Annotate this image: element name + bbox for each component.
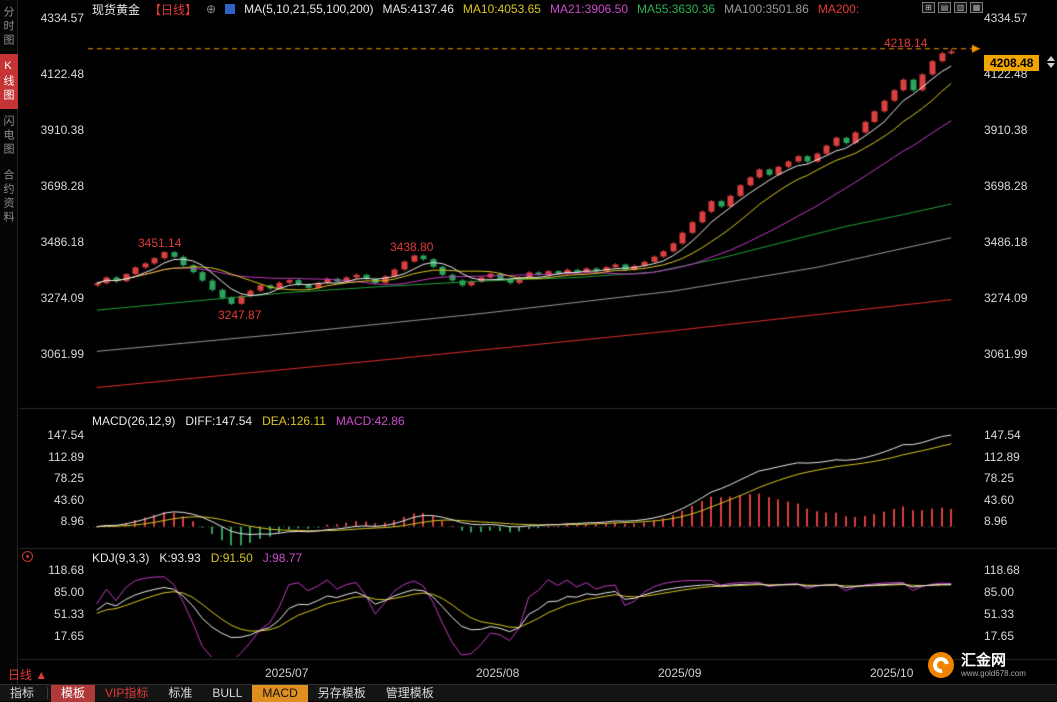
- macd-axis-label: 78.25: [53, 471, 84, 485]
- macd-hist-value: MACD:42.86: [335, 414, 405, 428]
- toolbar-template-button[interactable]: 模板: [51, 684, 96, 702]
- macd-axis-label: 8.96: [60, 514, 84, 528]
- ma21-value: MA21:3906.50: [549, 2, 629, 16]
- add-indicator-icon[interactable]: ⊕: [206, 2, 217, 16]
- toolbar-divider: [47, 687, 49, 699]
- macd-axis-label: 43.60: [984, 493, 1015, 507]
- price-axis-label: 3698.28: [984, 179, 1028, 193]
- layout-cols-icon[interactable]: ▥: [954, 2, 967, 13]
- macd-title: MACD(26,12,9): [92, 414, 176, 428]
- toolbar-indicators-button[interactable]: 指标: [10, 685, 35, 700]
- left-sidebar: 分时图 K线图 闪电图 合约资料: [0, 0, 18, 701]
- kdj-d-value: D:91.50: [210, 551, 253, 565]
- price-axis-label: 4122.48: [40, 67, 84, 81]
- sidebar-tab-contract-info[interactable]: 合约资料: [2, 169, 14, 225]
- kdj-axis-label: 118.68: [984, 563, 1020, 577]
- layout-quad-icon[interactable]: ▦: [970, 2, 983, 13]
- period-label: 日线: [8, 668, 33, 682]
- macd-axis-label: 112.89: [48, 450, 84, 464]
- price-axis-label: 3486.18: [40, 235, 84, 249]
- macd-axis-label: 112.89: [984, 450, 1020, 464]
- logo-url: www.gold678.com: [961, 668, 1026, 678]
- macd-axis-label: 8.96: [984, 514, 1008, 528]
- price-axis-label: 3910.38: [984, 123, 1028, 137]
- layout-grid-icon[interactable]: ⊞: [922, 2, 935, 13]
- ma200-value: MA200:: [817, 2, 860, 16]
- indicator-badge-icon[interactable]: [225, 4, 236, 14]
- arrow-up-icon[interactable]: [1047, 56, 1055, 61]
- macd-axis-label: 43.60: [53, 493, 84, 507]
- logo-icon: [928, 652, 954, 678]
- kdj-axis-label: 118.68: [48, 563, 84, 577]
- kdj-axis-label: 51.33: [984, 607, 1015, 621]
- price-axis-label: 3274.09: [984, 291, 1028, 305]
- price-axis-label: 3486.18: [984, 235, 1028, 249]
- kdj-title: KDJ(9,3,3): [92, 551, 150, 565]
- macd-diff-value: DIFF:147.54: [185, 414, 253, 428]
- swing-low-annotation: 3247.87: [218, 308, 262, 322]
- kdj-axis-label: 85.00: [984, 585, 1015, 599]
- last-price-tag: 4208.48: [984, 55, 1040, 71]
- ma-params-label: MA(5,10,21,55,100,200): [244, 2, 374, 16]
- x-axis-label: 2025/09: [658, 666, 702, 680]
- price-axis-label: 4334.57: [984, 11, 1028, 25]
- site-logo: 汇金网 www.gold678.com: [928, 652, 1026, 678]
- kdj-axis-label: 17.65: [984, 629, 1015, 643]
- toolbar-macd-button[interactable]: MACD: [252, 684, 308, 702]
- toolbar-save-template-button[interactable]: 另存模板: [317, 685, 366, 700]
- toolbar-bull-button[interactable]: BULL: [212, 685, 243, 700]
- kdj-header: KDJ(9,3,3) K:93.93 D:91.50 J:98.77: [92, 551, 302, 565]
- macd-axis-label: 78.25: [984, 471, 1015, 485]
- toolbar-manage-template-button[interactable]: 管理模板: [385, 685, 434, 700]
- indicator-dot-icon[interactable]: [22, 551, 33, 562]
- kdj-axis-label: 17.65: [53, 629, 84, 643]
- symbol-name: 现货黄金: [92, 2, 141, 17]
- kdj-axis-label: 51.33: [53, 607, 84, 621]
- ma5-value: MA5:4137.46: [382, 2, 454, 16]
- layout-rows-icon[interactable]: ▤: [938, 2, 951, 13]
- ma100-value: MA100:3501.86: [724, 2, 809, 16]
- chart-header: 现货黄金 【日线】 ⊕ MA(5,10,21,55,100,200) MA5:4…: [92, 2, 860, 17]
- logo-name: 汇金网: [961, 651, 1007, 669]
- period-arrow-icon: ▲: [35, 668, 48, 682]
- macd-dea-value: DEA:126.11: [262, 414, 326, 428]
- arrow-down-icon[interactable]: [1047, 63, 1055, 68]
- swing-high-annotation: 3451.14: [138, 236, 182, 250]
- period-tag[interactable]: 【日线】: [149, 2, 198, 17]
- price-axis-label: 4334.57: [40, 11, 84, 25]
- price-axis-label: 3061.99: [40, 347, 84, 361]
- bottom-toolbar: 指标 模板 VIP指标 标准 BULL MACD 另存模板 管理模板: [0, 684, 1057, 702]
- layout-icon-group: ⊞ ▤ ▥ ▦: [922, 2, 983, 13]
- price-axis-label: 3274.09: [40, 291, 84, 305]
- x-axis-label: 2025/10: [870, 666, 914, 680]
- sidebar-tab-lightning-chart[interactable]: 闪电图: [2, 115, 14, 157]
- swing-high-annotation: 3438.80: [390, 240, 434, 254]
- sidebar-tab-time-chart[interactable]: 分时图: [2, 6, 14, 48]
- kdj-j-value: J:98.77: [262, 551, 303, 565]
- x-axis-label: 2025/08: [476, 666, 520, 680]
- macd-header: MACD(26,12,9) DIFF:147.54 DEA:126.11 MAC…: [92, 414, 405, 428]
- price-axis-label: 3061.99: [984, 347, 1028, 361]
- x-axis-label: 2025/07: [265, 666, 309, 680]
- price-axis-label: 3698.28: [40, 179, 84, 193]
- price-nudge-arrows[interactable]: [1047, 56, 1055, 68]
- price-axis-label: 3910.38: [40, 123, 84, 137]
- ma55-value: MA55:3630.36: [637, 2, 716, 16]
- period-selector[interactable]: 日线 ▲: [8, 666, 47, 683]
- macd-axis-label: 147.54: [47, 428, 84, 442]
- sidebar-tab-kline-chart[interactable]: K线图: [0, 54, 18, 109]
- toolbar-standard-button[interactable]: 标准: [168, 685, 193, 700]
- kdj-k-value: K:93.93: [159, 551, 201, 565]
- toolbar-vip-indicators-button[interactable]: VIP指标: [105, 685, 149, 700]
- macd-axis-label: 147.54: [984, 428, 1021, 442]
- kdj-axis-label: 85.00: [53, 585, 84, 599]
- peak-price-annotation: 4218.14: [884, 36, 928, 50]
- ma10-value: MA10:4053.65: [462, 2, 541, 16]
